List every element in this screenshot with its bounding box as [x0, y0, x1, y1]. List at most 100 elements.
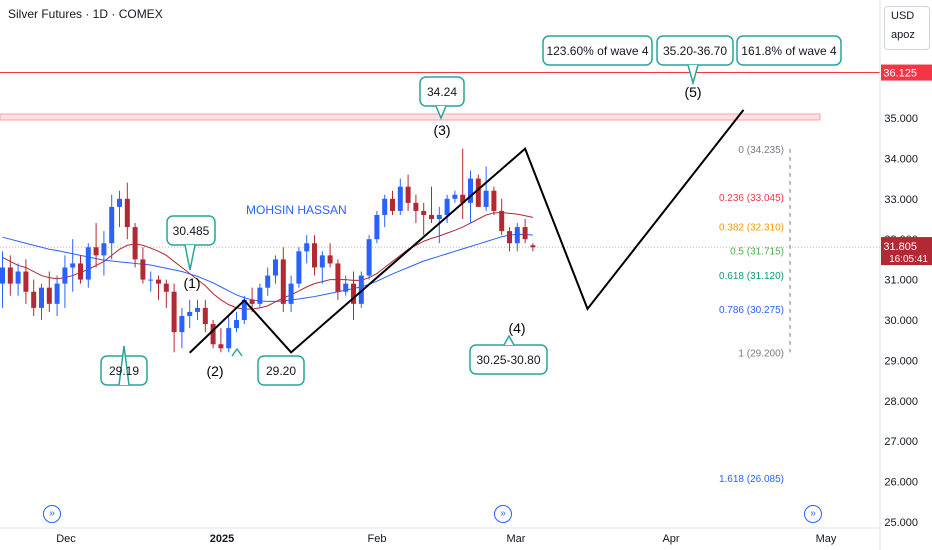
candle-body [413, 202, 419, 211]
candle-body [195, 307, 200, 312]
goto-event-icon[interactable]: » [494, 505, 512, 523]
candle-body [117, 198, 122, 207]
candle-body [436, 214, 442, 219]
candle-body [390, 198, 395, 211]
candle-body [312, 243, 317, 268]
candle-body [460, 194, 466, 203]
last-price-badge [881, 237, 932, 266]
y-tick-label: 35.000 [884, 113, 918, 125]
goto-event-icon[interactable]: » [43, 505, 61, 523]
candle-body [132, 227, 138, 260]
callout-pointer [231, 347, 243, 357]
fib-level-label: 0.236 (33.045) [719, 193, 784, 204]
callout-pointer [503, 334, 515, 346]
candle-body [101, 243, 107, 256]
candle-body [148, 279, 154, 281]
candle-body [530, 245, 536, 248]
callout-label: 34.24 [427, 85, 457, 99]
callout-label: 29.19 [109, 364, 139, 378]
candle-body [382, 198, 388, 215]
wave-label: (2) [206, 363, 223, 379]
callout-pointer [118, 345, 130, 386]
candle-body [452, 194, 458, 199]
last-price-label: 31.805 [883, 241, 917, 253]
callout-label: 30.485 [173, 224, 210, 238]
candle-body [351, 283, 356, 304]
x-tick-label: Dec [56, 533, 76, 545]
candle-body [234, 320, 239, 329]
price-callout-box [736, 35, 842, 66]
goto-event-icon[interactable]: » [804, 505, 822, 523]
x-tick-label: Mar [507, 533, 526, 545]
candle-body [124, 198, 130, 228]
wave-label: (4) [508, 320, 525, 336]
price-callout-box [542, 35, 653, 66]
callout-label: 29.20 [266, 364, 296, 378]
y-tick-label: 27.000 [884, 436, 918, 448]
candle-body [249, 299, 255, 304]
candle-body [397, 186, 403, 211]
candle-body [31, 291, 37, 308]
x-tick-label: 2025 [210, 533, 234, 545]
candle-body [15, 271, 21, 284]
candle-body [265, 275, 271, 288]
x-tick-label: May [816, 533, 837, 545]
callout-pointer [687, 64, 699, 86]
candle-body [7, 267, 13, 284]
currency-code: USD [891, 10, 915, 22]
candle-body [405, 186, 411, 203]
resistance-price-badge [881, 64, 932, 81]
callout-label: 123.60% of wave 4 [546, 44, 648, 58]
ma-slow-line [2, 233, 533, 302]
candle-body [257, 287, 263, 304]
currency-extra: apoz [891, 29, 915, 41]
candle-body [202, 307, 208, 325]
elliott-wave-path [189, 109, 745, 354]
candle-body [109, 206, 115, 244]
candle-body [358, 275, 364, 304]
candle-body [468, 178, 473, 203]
y-tick-label: 31.000 [884, 275, 918, 287]
candle-body [374, 214, 380, 240]
fib-level-label: 0 (34.235) [738, 145, 784, 156]
candle-body [218, 344, 224, 349]
callout-label: 30.25-30.80 [476, 353, 540, 367]
candle-body [304, 243, 310, 252]
candle-body [319, 255, 325, 268]
candle-body [273, 259, 278, 276]
x-tick-label: Apr [662, 533, 679, 545]
candle-body [475, 178, 481, 207]
candle-body [421, 210, 427, 215]
callout-label: 35.20-36.70 [663, 44, 727, 58]
ma-fast-line [2, 212, 534, 310]
resistance-price-label: 36.125 [883, 68, 917, 80]
candle-body [70, 263, 76, 268]
y-tick-label: 26.000 [884, 477, 918, 489]
y-tick-label: 33.000 [884, 194, 918, 206]
candle-body [46, 287, 52, 304]
candle-body [93, 247, 99, 256]
y-tick-label: 29.000 [884, 355, 918, 367]
y-tick-label: 28.000 [884, 396, 918, 408]
currency-selector[interactable]: USD apoz [884, 6, 930, 50]
candle-body [0, 267, 5, 284]
fib-level-label: 0.5 (31.715) [730, 247, 784, 258]
fib-level-label: 0.618 (31.120) [719, 271, 784, 282]
x-tick-label: Feb [368, 533, 387, 545]
fib-level-label: 1.618 (26.085) [719, 474, 784, 485]
candle-body [499, 210, 505, 232]
candle-body [226, 328, 232, 349]
candle-body [62, 267, 68, 284]
watermark: MOHSIN HASSAN [246, 203, 347, 217]
candle-body [491, 190, 497, 211]
candle-body [335, 263, 341, 292]
candle-body [210, 324, 216, 345]
candle-body [327, 255, 333, 264]
candle-body [85, 247, 91, 280]
candle-body [296, 251, 302, 284]
candle-body [522, 227, 528, 240]
candle-body [343, 283, 349, 292]
wave-label: (1) [183, 275, 200, 291]
candle-body [288, 283, 294, 304]
